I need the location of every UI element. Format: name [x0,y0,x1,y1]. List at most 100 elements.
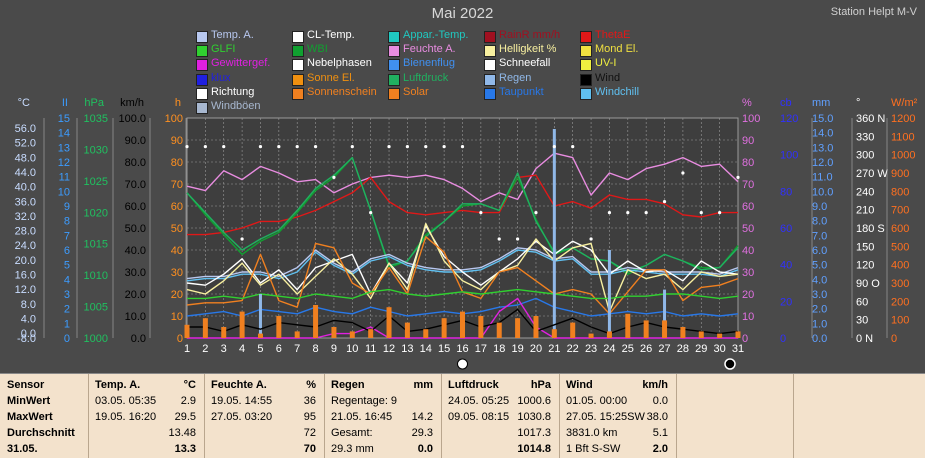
mm-axis-tick: 5.0 [812,260,827,272]
index-axis-tick: 5 [64,260,70,272]
wind-direction-point [736,175,740,179]
index-axis-tick: 8 [64,216,70,228]
sunshine-bar [717,333,723,338]
table-cell-value: 72 [303,427,316,439]
index-axis-tick: 6 [64,245,70,257]
legend-label: Nebelphasen [307,57,372,70]
table-cell-value: 70 [303,443,316,455]
index-axis-tick: 9 [64,201,70,213]
cb-axis-tick: 60 [780,223,792,235]
degrees-axis-tick: 120 [856,260,874,272]
statistics-table: Sensor MinWert MaxWert Durchschnitt 31.05. Te… [0,373,925,458]
pressure-axis-tick: 1025 [84,176,108,188]
sunshine-bar [533,316,539,338]
legend-swatch [580,87,592,100]
legend-swatch [580,45,592,58]
percent-axis-tick: 50 [742,223,754,235]
legend-swatch [196,87,208,100]
sunshine-bar [662,320,668,338]
sunshine-bar [698,331,704,338]
legend-swatch [292,87,304,100]
table-column-empty [793,374,925,458]
table-cell: 27.05. 15:25SW [566,411,645,423]
wind-direction-point [277,145,281,149]
legend-label: Regen [499,71,532,84]
table-row: 29.3 mm 0.0 [324,443,441,457]
solar-axis-tick: 800 [891,186,909,198]
wind-direction-point [405,145,409,149]
mm-axis-tick: 15.0 [812,113,833,125]
table-row: 09.05. 08:15 1030.8 [441,411,559,425]
sunshine-bar [276,316,282,338]
x-tick-label: 15 [438,343,450,355]
temp-axis-tick: 56.0 [15,123,36,135]
table-cell-value: 2.9 [180,395,196,407]
cb-axis-tick: 20 [780,296,792,308]
table-cell-value: 36 [303,395,316,407]
x-tick-label: 31 [732,343,744,355]
x-tick-label: 30 [714,343,726,355]
legend-swatch [388,31,400,43]
index-axis-tick: 14 [58,128,70,140]
mm-axis-tick: 3.0 [812,289,827,301]
table-header: Luftdruck hPa [441,379,559,393]
wind-direction-point [460,145,465,149]
table-row: 03.05. 05:35 2.9 [88,395,204,409]
wind-direction-point [552,145,556,149]
legend-swatch [196,45,208,58]
wind-direction-point [240,237,244,241]
x-tick-label: 14 [420,343,432,355]
column-name: Luftdruck [448,379,499,391]
legend-swatch [580,31,592,43]
table-row: 70 [204,443,324,457]
index-axis-tick: 2 [64,304,70,316]
solar-axis-tick: 300 [891,278,909,290]
legend-swatch [484,59,496,72]
sunshine-bar [294,331,300,338]
legend-swatch [388,87,400,100]
sunshine-bar [404,322,410,338]
index-axis-tick: 3 [64,289,70,301]
legend-swatch [292,73,304,86]
table-cell: Gesamt: [331,427,373,439]
sunshine-bar [184,324,190,338]
mm-axis-tick: 6.0 [812,245,827,257]
table-row: 72 [204,427,324,441]
x-tick-label: 25 [622,343,634,355]
legend-label: Solar [403,85,429,98]
wind-direction-point [332,175,336,179]
temp-axis-tick: 48.0 [15,152,36,164]
column-unit: mm [413,379,433,391]
wind-direction-point [258,145,263,149]
x-tick-label: 26 [640,343,652,355]
table-cell-value: 29.3 [411,427,433,439]
column-name: Temp. A. [95,379,141,391]
cb-axis-tick: 0 [780,333,786,345]
series-line-helligkeit- [186,222,739,313]
table-header: Feuchte A.% [204,379,324,393]
table-cell: Durchschnitt [7,427,75,439]
x-tick-label: 19 [511,343,523,355]
mm-axis-tick: 8.0 [812,216,827,228]
degrees-axis-tick: 30 [856,315,868,327]
table-cell-value: 1017.3 [517,427,551,439]
pressure-axis-tick: 1030 [84,144,108,156]
sunshine-bar [588,333,594,338]
table-column: Feuchte A.% 19.05. 14:55 36 27.05. 03:20 95 7… [204,374,325,458]
table-header: Regen mm [324,379,441,393]
table-row: 24.05. 05:25 1000.6 [441,395,559,409]
temp-axis-tick: 32.0 [15,211,36,223]
wind-direction-point [295,145,299,149]
table-cell: 09.05. 08:15 [448,411,510,423]
series-line-feuchte-a- [186,152,739,203]
x-tick-label: 2 [202,343,208,355]
column-unit: °C [183,379,196,391]
percent-axis-tick: 30 [742,267,754,279]
table-column: Sensor MinWert MaxWert Durchschnitt 31.05. [0,374,89,458]
x-tick-label: 1 [184,343,190,355]
table-row: Regentage: 9 [324,395,441,409]
wind-direction-point [644,211,648,215]
table-row: MaxWert [0,411,88,425]
temp-axis-unit: °C [18,97,30,109]
temp-axis-tick: 0.0 [21,328,36,340]
